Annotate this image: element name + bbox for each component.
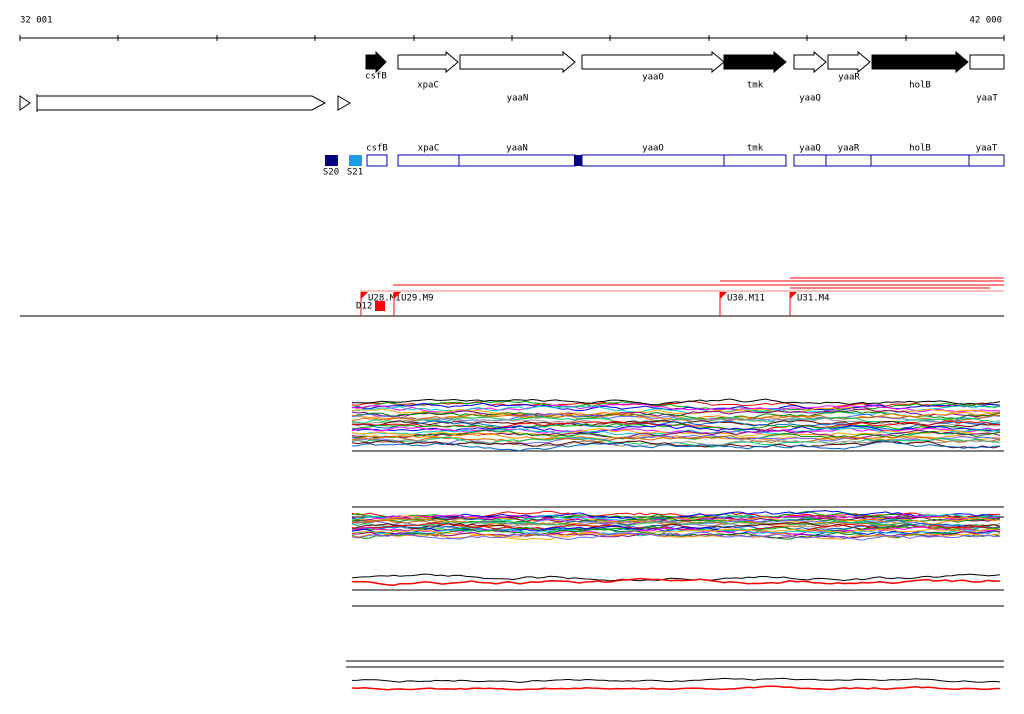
profile [351,573,1001,582]
gene-arrow [723,50,787,74]
gene-arrow [827,50,871,74]
marker-flag [720,292,727,299]
ruler-end: 42 000 [969,16,1002,26]
feature-box [825,154,872,167]
gene-label: holB [909,81,931,91]
marker-flag [361,292,368,299]
gene-label: yaaN [507,94,529,104]
profile [351,528,1001,537]
expression-profiles [351,398,1001,691]
segment-box [349,155,362,166]
gene-arrow [365,50,387,74]
profile [351,420,1001,431]
segment-label: S21 [347,168,363,178]
feature-label: yaaN [506,144,528,154]
marker-label: U29.M9 [401,294,434,304]
gene-arrow [969,54,1005,70]
profile [351,434,1001,444]
profile [351,416,1001,426]
gene-arrow [581,50,725,74]
profile [351,429,1001,439]
profile [351,400,1001,412]
feature-box [397,154,460,167]
feature-box [723,154,787,167]
feature-label: xpaC [418,144,440,154]
profile [351,420,1001,431]
transcript-lines [360,277,1004,292]
feature-box [968,154,1005,167]
profile [351,423,1001,432]
ruler-start: 32 001 [20,16,53,26]
marker-label: D12 [356,302,372,312]
segment-label: S20 [323,168,339,178]
profile [351,407,1001,418]
gene-label: yaaQ [799,94,821,104]
gene-label: xpaC [417,81,439,91]
profile [351,440,1001,452]
feature-label: csfB [366,144,388,154]
feature-box [793,154,827,167]
feature-mark [574,155,582,166]
feature-box [458,154,576,167]
gene-label: yaaT [976,94,998,104]
profile [351,677,1001,683]
gene-label: csfB [365,72,387,82]
marker-label: U30.M11 [727,294,765,304]
profile [351,532,1001,540]
feature-label: yaaR [838,144,860,154]
panel-lines [346,450,1004,668]
feature-box [870,154,970,167]
ruler-ticks [19,35,1005,41]
profile [351,516,1001,526]
marker-block [375,301,385,311]
profile [351,400,1001,410]
feature-label: yaaT [976,144,998,154]
feature-label: yaaO [642,144,664,154]
marker-label: U31.M4 [797,294,830,304]
gene-label: tmk [747,81,764,91]
profile [352,398,1001,406]
feature-box [581,154,725,167]
operon-arrows [19,94,351,112]
segment-box [325,155,338,166]
marker-flag [790,292,797,299]
marker-flag [394,292,401,299]
profile [351,577,1001,586]
gene-label: yaaO [642,73,664,83]
profile [351,685,1001,691]
profile [351,432,1001,441]
gene-arrow [871,50,969,74]
gene-arrow [459,50,576,74]
profile [351,531,1001,541]
gene-arrow [397,50,459,74]
gene-arrow [793,50,827,74]
marker-label: U28.M1 [368,294,401,304]
gene-label: yaaR [838,73,860,83]
feature-label: tmk [747,144,764,154]
feature-label: holB [909,144,931,154]
feature-label: yaaQ [799,144,821,154]
feature-box [366,154,388,167]
